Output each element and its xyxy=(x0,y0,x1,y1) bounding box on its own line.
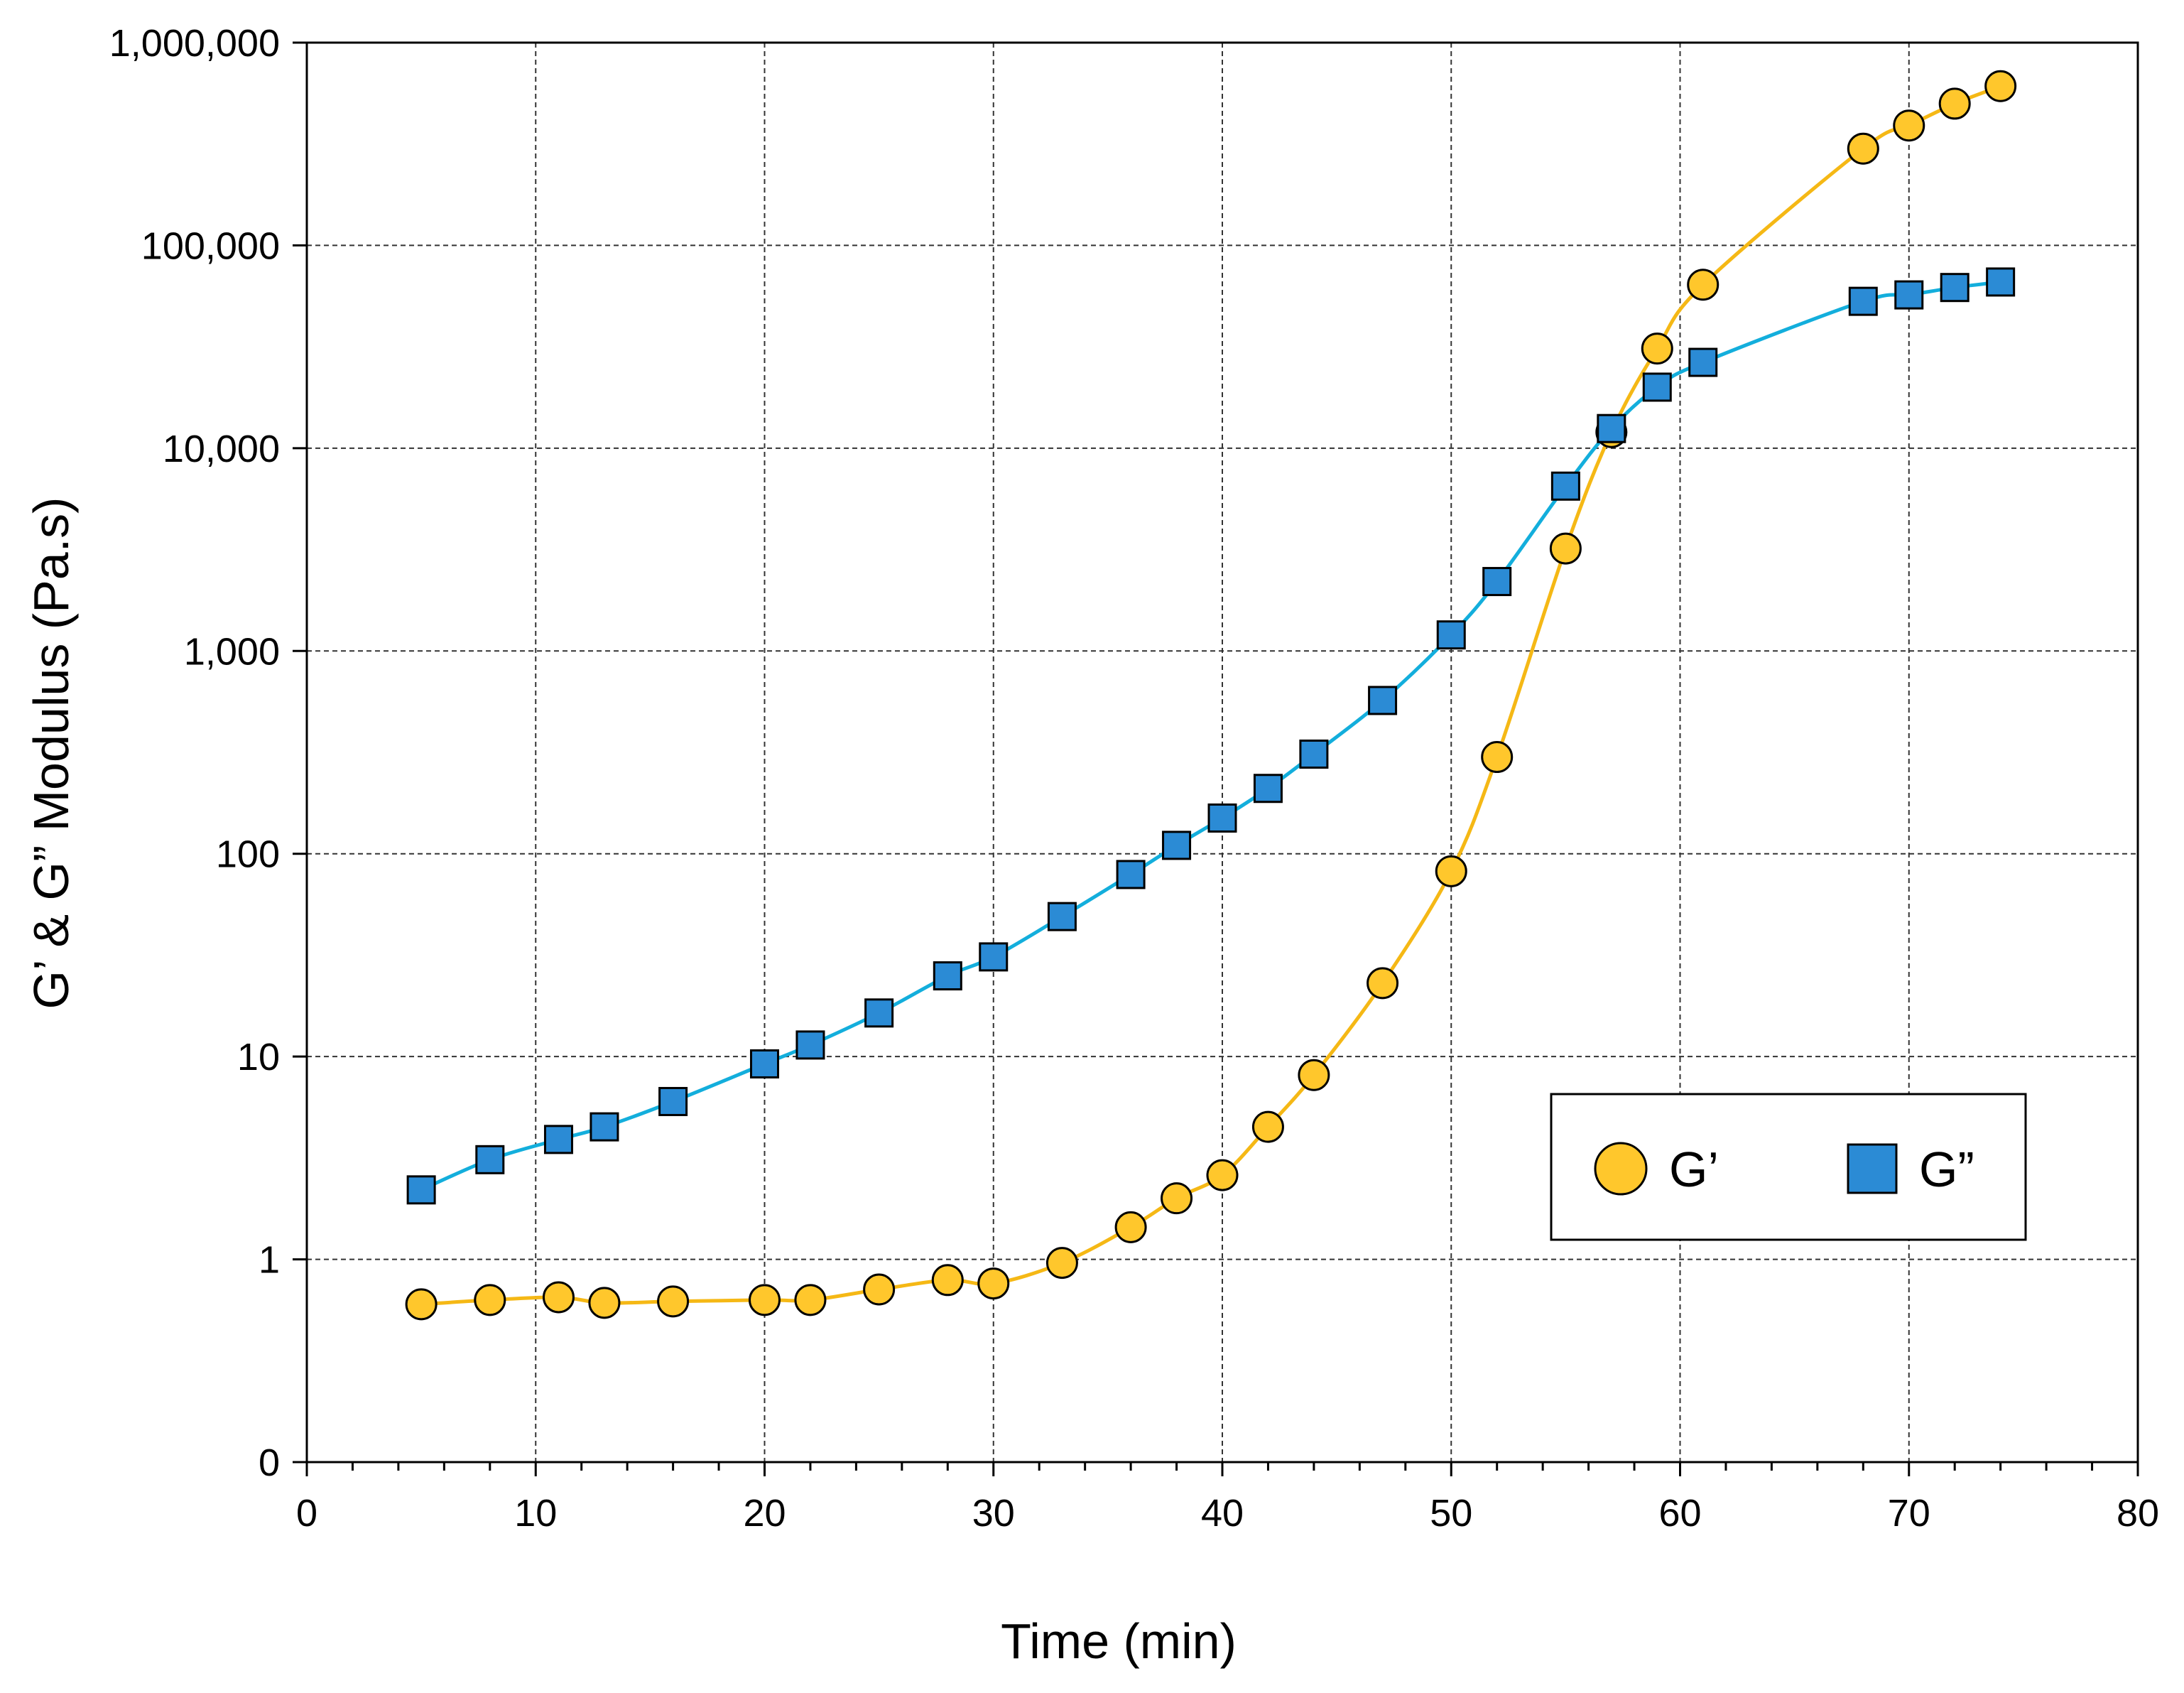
data-point-g-prime xyxy=(1367,967,1399,1000)
data-point-g-prime xyxy=(1298,1059,1330,1091)
data-point-g-double-prime xyxy=(1550,471,1580,501)
data-point-g-double-prime xyxy=(1116,860,1146,889)
data-point-g-prime xyxy=(1114,1211,1147,1243)
y-tick-label: 100,000 xyxy=(141,225,280,267)
x-tick-label: 30 xyxy=(972,1492,1015,1535)
data-point-g-double-prime xyxy=(1597,413,1626,443)
grid xyxy=(307,43,2138,1462)
x-tick-label: 80 xyxy=(2117,1492,2159,1535)
data-point-g-double-prime xyxy=(1894,280,1924,310)
data-point-g-double-prime xyxy=(1688,347,1718,377)
legend-marker-g-double-prime xyxy=(1847,1143,1898,1194)
data-point-g-double-prime xyxy=(1047,902,1077,931)
y-tick-label: 100 xyxy=(216,833,280,876)
data-point-g-prime xyxy=(1435,855,1467,887)
data-point-g-double-prime xyxy=(1986,267,2016,297)
data-point-g-prime xyxy=(749,1284,781,1316)
data-point-g-prime xyxy=(588,1287,621,1319)
x-tick-label: 40 xyxy=(1201,1492,1244,1535)
x-tick-label: 20 xyxy=(743,1492,786,1535)
data-point-g-prime xyxy=(1847,132,1879,165)
data-point-g-prime xyxy=(794,1284,827,1316)
x-tick-label: 10 xyxy=(514,1492,557,1535)
data-point-g-prime xyxy=(931,1264,964,1297)
data-point-g-prime xyxy=(1161,1182,1193,1215)
data-point-g-prime xyxy=(474,1284,506,1316)
data-point-g-prime xyxy=(1206,1159,1239,1191)
data-point-g-double-prime xyxy=(1207,803,1237,833)
data-point-g-prime xyxy=(1549,532,1582,565)
y-axis-title: G’ & G” Modulus (Pa.s) xyxy=(23,497,79,1010)
data-point-g-prime xyxy=(1045,1247,1078,1280)
data-point-g-double-prime xyxy=(1368,686,1398,715)
x-tick-label: 60 xyxy=(1658,1492,1701,1535)
data-point-g-double-prime xyxy=(1482,567,1512,597)
data-point-g-prime xyxy=(542,1281,575,1314)
data-point-g-prime xyxy=(1984,70,2017,102)
series-markers xyxy=(405,70,2017,1321)
y-tick-label: 1,000,000 xyxy=(109,22,280,65)
data-point-g-prime xyxy=(1938,87,1971,120)
data-point-g-double-prime xyxy=(1299,739,1329,769)
data-point-g-double-prime xyxy=(1253,774,1283,804)
legend-label-g-double-prime: G” xyxy=(1919,1142,1974,1197)
data-point-g-double-prime xyxy=(590,1112,619,1142)
legend-label-g-prime: G’ xyxy=(1669,1142,1719,1197)
data-point-g-double-prime xyxy=(1642,372,1672,402)
x-tick-label: 0 xyxy=(296,1492,317,1535)
y-tick-label: 10,000 xyxy=(163,428,280,470)
legend-marker-g-prime xyxy=(1594,1142,1648,1196)
data-point-g-double-prime xyxy=(979,942,1009,972)
y-tick-label: 0 xyxy=(259,1442,280,1484)
data-point-g-prime xyxy=(1641,332,1673,365)
data-point-g-prime xyxy=(977,1267,1010,1300)
data-point-g-double-prime xyxy=(658,1086,688,1116)
data-point-g-double-prime xyxy=(1162,831,1192,860)
data-point-g-double-prime xyxy=(864,998,894,1028)
data-point-g-double-prime xyxy=(933,961,962,991)
data-point-g-double-prime xyxy=(795,1030,825,1060)
data-point-g-prime xyxy=(405,1288,438,1321)
data-point-g-prime xyxy=(1687,269,1720,301)
data-point-g-double-prime xyxy=(1848,286,1878,316)
ticks: 0 10 20 30 40 50 60 70 80 0 1 10 100 1,000 10,000 100,0… xyxy=(109,22,2159,1535)
data-point-g-double-prime xyxy=(475,1145,505,1174)
data-point-g-double-prime xyxy=(406,1175,436,1205)
data-point-g-prime xyxy=(657,1285,690,1318)
data-point-g-prime xyxy=(1481,741,1514,774)
data-point-g-prime xyxy=(1251,1110,1284,1143)
y-tick-label: 10 xyxy=(237,1036,280,1078)
x-tick-label: 70 xyxy=(1888,1492,1930,1535)
data-point-g-prime xyxy=(1893,109,1925,142)
data-point-g-prime xyxy=(863,1273,896,1306)
y-tick-label: 1 xyxy=(259,1239,280,1282)
data-point-g-double-prime xyxy=(750,1049,779,1078)
y-tick-label: 1,000 xyxy=(184,630,280,673)
data-point-g-double-prime xyxy=(543,1125,573,1154)
data-point-g-double-prime xyxy=(1436,620,1466,650)
data-point-g-double-prime xyxy=(1940,273,1970,303)
legend: G’ G” xyxy=(1550,1093,2027,1241)
x-axis-title: Time (min) xyxy=(1001,1613,1237,1669)
x-tick-label: 50 xyxy=(1430,1492,1472,1535)
